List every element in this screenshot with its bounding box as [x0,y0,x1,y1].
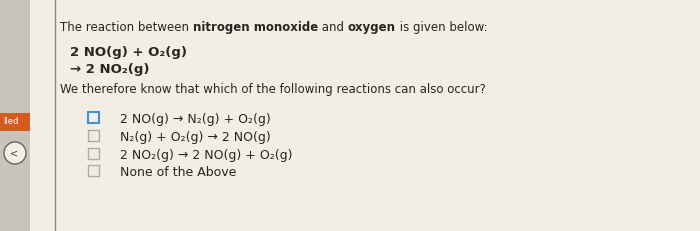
Text: 2 NO(g) + O₂(g): 2 NO(g) + O₂(g) [70,46,187,59]
Text: is given below:: is given below: [395,21,487,34]
Bar [88,130,99,141]
Bar [88,112,99,123]
Text: and: and [318,21,348,34]
Text: oxygen: oxygen [348,21,395,34]
Text: We therefore know that which of the following reactions can also occur?: We therefore know that which of the foll… [60,83,486,96]
Text: N₂(g) + O₂(g) → 2 NO(g): N₂(g) + O₂(g) → 2 NO(g) [120,131,271,144]
Text: None of the Above: None of the Above [120,166,237,179]
Text: 2 NO(g) → N₂(g) + O₂(g): 2 NO(g) → N₂(g) + O₂(g) [120,113,271,126]
Text: nitrogen monoxide: nitrogen monoxide [193,21,318,34]
Bar [88,165,99,176]
Bar [88,148,99,159]
Text: 2 NO₂(g) → 2 NO(g) + O₂(g): 2 NO₂(g) → 2 NO(g) + O₂(g) [120,149,293,162]
Bar [0,113,30,131]
Circle shape [4,142,26,164]
Text: The reaction between: The reaction between [60,21,192,34]
Text: <: < [10,148,18,158]
Text: lled: lled [3,118,18,127]
Text: → 2 NO₂(g): → 2 NO₂(g) [70,63,150,76]
